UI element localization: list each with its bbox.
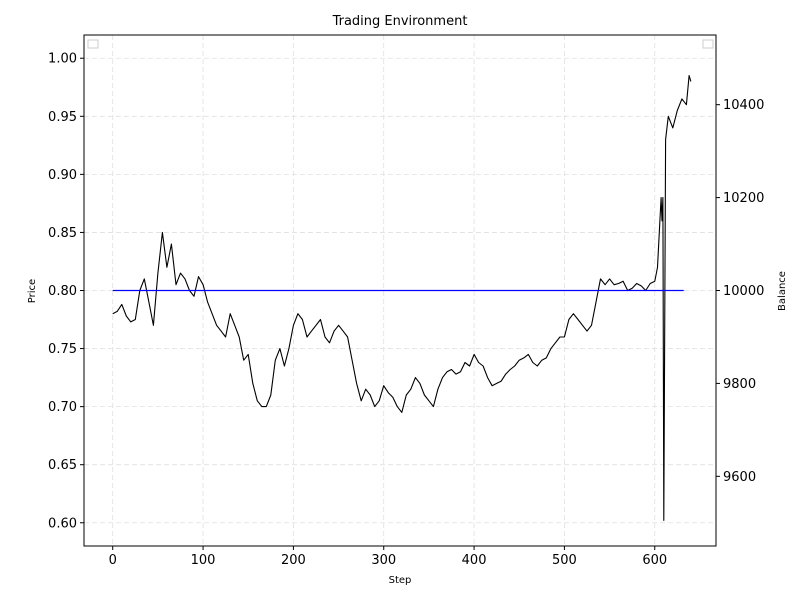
x-tick-label-2: 200 [281, 553, 306, 568]
legend-box-right [702, 39, 714, 49]
y-left-tick-label-2: 0.70 [48, 400, 77, 415]
chart-title: Trading Environment [332, 14, 468, 29]
price-series-line [112, 75, 692, 521]
y-right-tick-label-0: 9600 [723, 470, 756, 485]
x-tick-label-0: 0 [109, 553, 117, 568]
y-left-tick-label-4: 0.80 [48, 284, 77, 299]
y-left-tick-label-3: 0.75 [48, 342, 77, 357]
x-axis-label: Step [389, 575, 412, 586]
y-right-tick-label-1: 9800 [723, 377, 756, 392]
y-axis-label-balance: Balance [777, 271, 788, 311]
y-right-tick-label-4: 10400 [723, 98, 764, 113]
x-tick-label-6: 600 [642, 553, 667, 568]
y-left-tick-label-7: 0.95 [48, 110, 77, 125]
x-tick-label-5: 500 [552, 553, 577, 568]
y-left-tick-label-6: 0.90 [48, 168, 77, 183]
y-left-tick-label-0: 0.60 [48, 516, 77, 531]
x-tick-label-4: 400 [462, 553, 487, 568]
y-left-tick-label-5: 0.85 [48, 226, 77, 241]
y-left-tick-label-1: 0.65 [48, 458, 77, 473]
y-left-tick-label-8: 1.00 [48, 52, 77, 67]
x-tick-label-1: 100 [191, 553, 216, 568]
legend-box-left [87, 39, 99, 49]
x-tick-label-3: 300 [371, 553, 396, 568]
y-axis-label-price: Price [27, 279, 38, 303]
tick-layer: 0 100 200 300 400 500 600 0.60 0.65 0.70 0.75 0.80 0… [48, 52, 764, 568]
y-right-tick-label-2: 10000 [723, 284, 764, 299]
series-layer [112, 75, 692, 521]
y-right-tick-label-3: 10200 [723, 191, 764, 206]
